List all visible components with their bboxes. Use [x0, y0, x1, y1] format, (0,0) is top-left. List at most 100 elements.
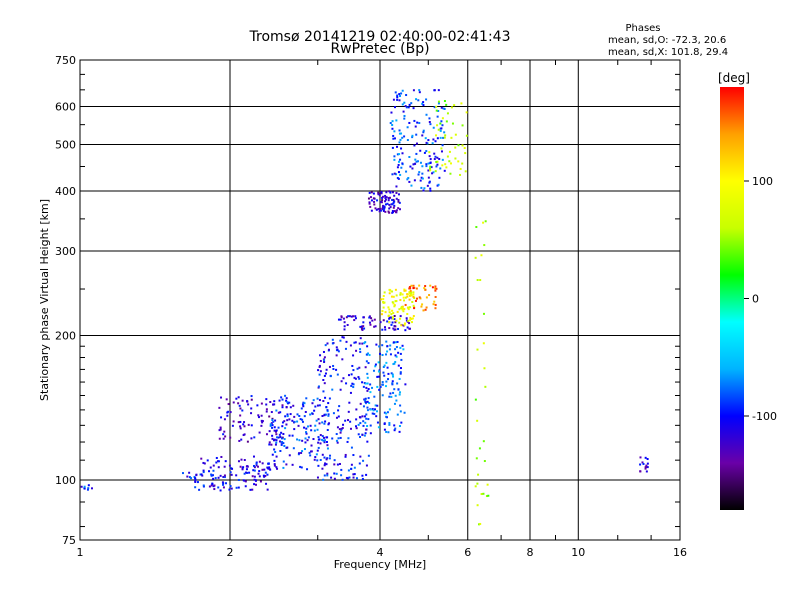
- data-point: [240, 458, 243, 461]
- data-point: [400, 166, 403, 169]
- data-point: [374, 325, 377, 328]
- data-point: [202, 484, 205, 487]
- data-point: [211, 482, 214, 485]
- data-point: [431, 172, 434, 175]
- data-point: [400, 92, 403, 95]
- data-point: [398, 208, 401, 211]
- data-point: [358, 416, 361, 419]
- data-point: [443, 131, 446, 134]
- data-point: [354, 377, 357, 380]
- data-point: [391, 382, 394, 385]
- data-point: [388, 311, 391, 314]
- data-point: [366, 400, 369, 403]
- data-point: [385, 380, 388, 383]
- data-point: [644, 466, 647, 469]
- data-point: [364, 401, 367, 404]
- data-point: [407, 176, 410, 179]
- data-point: [271, 437, 274, 440]
- data-point: [412, 304, 415, 307]
- data-point: [326, 428, 329, 431]
- data-point: [273, 438, 276, 441]
- data-point: [353, 376, 356, 379]
- data-point: [422, 309, 425, 312]
- data-point: [310, 444, 313, 447]
- data-point: [437, 102, 440, 105]
- data-point: [243, 425, 246, 428]
- data-point: [269, 423, 272, 426]
- data-point: [383, 291, 386, 294]
- data-point: [395, 197, 398, 200]
- data-point: [271, 424, 274, 427]
- data-point: [326, 410, 329, 413]
- data-point: [398, 160, 401, 163]
- data-point: [419, 297, 422, 300]
- data-point: [393, 172, 396, 175]
- data-point: [196, 481, 199, 484]
- data-point: [486, 483, 489, 486]
- data-point: [339, 339, 342, 342]
- data-point: [407, 106, 410, 109]
- data-point: [229, 471, 232, 474]
- data-point: [231, 424, 234, 427]
- data-point: [400, 324, 403, 327]
- data-point: [389, 392, 392, 395]
- data-point: [645, 470, 648, 473]
- data-point: [321, 435, 324, 438]
- data-point: [433, 89, 436, 92]
- data-point: [385, 196, 388, 199]
- data-point: [393, 137, 396, 140]
- data-point: [408, 306, 411, 309]
- data-point: [291, 463, 294, 466]
- data-point: [387, 210, 390, 213]
- data-point: [393, 106, 396, 109]
- data-point: [346, 477, 349, 480]
- data-point: [439, 136, 442, 139]
- data-point: [319, 359, 322, 362]
- data-point: [399, 410, 402, 413]
- data-point: [384, 385, 387, 388]
- data-point: [246, 400, 249, 403]
- data-point: [275, 433, 278, 436]
- data-point: [250, 412, 253, 415]
- data-point: [353, 466, 356, 469]
- data-point: [253, 466, 256, 469]
- data-point: [266, 473, 269, 476]
- data-point: [324, 413, 327, 416]
- data-point: [322, 378, 325, 381]
- data-point: [444, 163, 447, 166]
- data-point: [440, 120, 443, 123]
- data-point: [273, 459, 276, 462]
- data-point: [397, 327, 400, 330]
- data-point: [318, 365, 321, 368]
- data-point: [381, 383, 384, 386]
- data-point: [253, 483, 256, 486]
- data-point: [218, 437, 221, 440]
- data-point: [451, 122, 454, 125]
- data-point: [412, 89, 415, 92]
- data-point: [286, 419, 289, 422]
- data-point: [460, 102, 463, 105]
- data-point: [446, 112, 449, 115]
- data-point: [366, 372, 369, 375]
- data-point: [417, 99, 420, 102]
- data-point: [283, 445, 286, 448]
- data-point: [210, 474, 213, 477]
- data-point: [427, 139, 430, 142]
- data-point: [213, 488, 216, 491]
- data-point: [212, 477, 215, 480]
- data-point: [355, 408, 358, 411]
- data-point: [188, 471, 191, 474]
- data-point: [194, 480, 197, 483]
- phase-box-line-o: mean, sd,O: -72.3, 20.6: [608, 35, 726, 46]
- data-point: [411, 300, 414, 303]
- data-point: [436, 160, 439, 163]
- data-point: [433, 152, 436, 155]
- data-point: [351, 364, 354, 367]
- data-point: [398, 93, 401, 96]
- colorbar-gradient: [720, 87, 744, 510]
- data-point: [360, 327, 363, 330]
- data-point: [229, 485, 232, 488]
- data-point: [237, 421, 240, 424]
- data-point: [414, 299, 417, 302]
- data-point: [450, 136, 453, 139]
